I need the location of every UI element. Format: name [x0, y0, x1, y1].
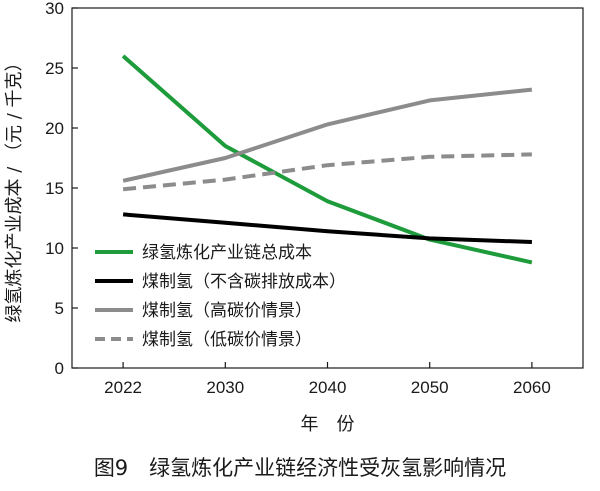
y-tick-label: 25 [45, 59, 64, 78]
figure-caption: 图9 绿氢炼化产业链经济性受灰氢影响情况 [93, 456, 507, 480]
legend-label-4: 煤制氢（低碳价情景） [142, 330, 312, 350]
series-line-2 [122, 212, 532, 244]
y-tick-label: 30 [45, 0, 64, 18]
x-tick-label: 2022 [104, 378, 142, 397]
y-tick-label: 15 [45, 179, 64, 198]
y-tick-label: 5 [55, 299, 64, 318]
y-axis-title: 绿氢炼化产业成本 / （元 / 千克） [4, 53, 25, 322]
y-tick-label: 0 [55, 359, 64, 378]
series-lines [121, 54, 533, 265]
x-tick-label: 2030 [206, 378, 244, 397]
x-tick-label: 2040 [309, 378, 347, 397]
x-axis: 2022 2030 2040 2050 2060 [104, 362, 551, 397]
y-axis: 0 5 10 15 20 25 30 [45, 0, 78, 378]
y-tick-label: 20 [45, 119, 64, 138]
x-tick-label: 2060 [513, 378, 551, 397]
series-line-4 [122, 152, 532, 192]
legend-label-1: 绿氢炼化产业链总成本 [142, 243, 312, 263]
x-axis-title: 年 份 [301, 414, 355, 435]
legend-label-2: 煤制氢（不含碳排放成本） [142, 272, 346, 292]
y-tick-label: 10 [45, 239, 64, 258]
x-tick-label: 2050 [411, 378, 449, 397]
chart: 0 5 10 15 20 25 30 2022 2030 2040 2050 2060 绿氢炼化产业… [4, 0, 584, 435]
series-line-1 [121, 54, 533, 265]
series-line-3 [122, 87, 533, 183]
legend-label-3: 煤制氢（高碳价情景） [142, 301, 312, 321]
